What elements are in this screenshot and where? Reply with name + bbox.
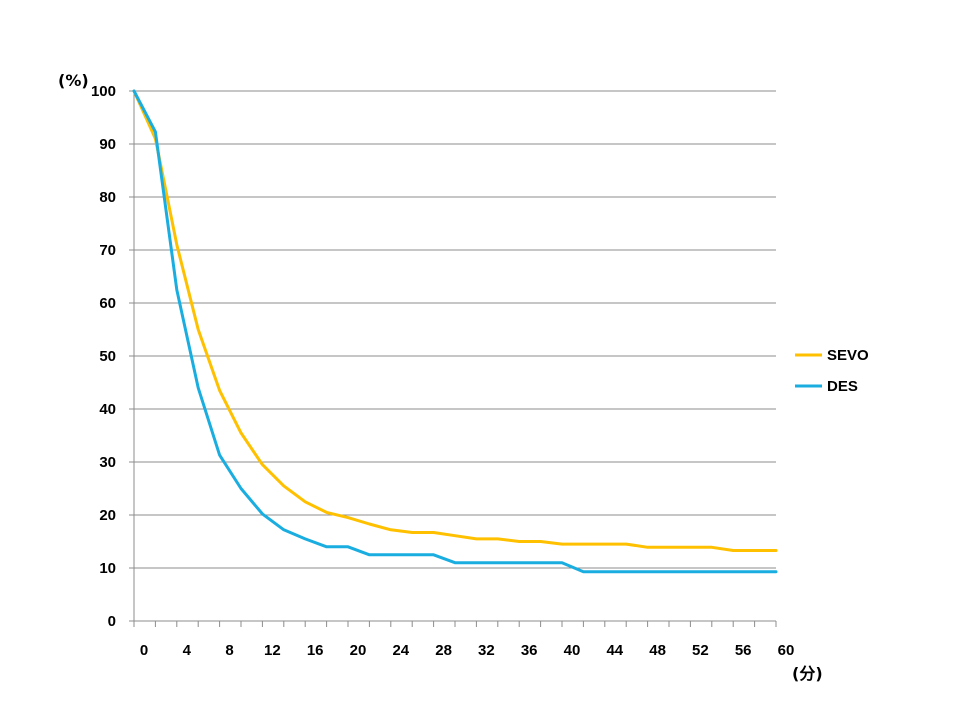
axes — [129, 90, 777, 627]
y-tick-label-30: 30 — [99, 454, 116, 471]
x-tick-label-28: 28 — [435, 642, 452, 659]
x-tick-label-36: 36 — [521, 642, 538, 659]
y-tick-label-40: 40 — [99, 401, 116, 418]
y-tick-label-60: 60 — [99, 295, 116, 312]
y-tick-label-50: 50 — [99, 348, 116, 365]
x-tick-label-48: 48 — [649, 642, 666, 659]
y-tick-label-100: 100 — [91, 83, 116, 100]
y-tick-label-70: 70 — [99, 242, 116, 259]
series-line-des — [132, 89, 778, 574]
x-tick-label-60: 60 — [778, 642, 795, 659]
x-tick-label-4: 4 — [183, 642, 192, 659]
gridlines — [134, 90, 776, 569]
x-tick-label-12: 12 — [264, 642, 281, 659]
x-tick-label-32: 32 — [478, 642, 495, 659]
legend: SEVO DES — [795, 347, 869, 395]
series-line-sevo — [132, 89, 778, 552]
x-tick-label-24: 24 — [392, 642, 409, 659]
x-tick-label-44: 44 — [606, 642, 623, 659]
x-tick-label-40: 40 — [564, 642, 581, 659]
x-tick-label-0: 0 — [140, 642, 148, 659]
legend-label-sevo: SEVO — [827, 347, 869, 364]
x-tick-label-16: 16 — [307, 642, 324, 659]
y-axis-unit: (%) — [58, 71, 89, 90]
y-tick-label-20: 20 — [99, 507, 116, 524]
legend-label-des: DES — [827, 378, 858, 395]
x-tick-label-52: 52 — [692, 642, 709, 659]
x-tick-label-20: 20 — [350, 642, 367, 659]
series-lines — [132, 89, 778, 574]
y-tick-label-80: 80 — [99, 189, 116, 206]
y-tick-label-10: 10 — [99, 560, 116, 577]
y-tick-label-0: 0 — [108, 613, 116, 630]
y-tick-label-90: 90 — [99, 136, 116, 153]
x-axis-unit: (分) — [792, 664, 823, 683]
x-tick-label-8: 8 — [225, 642, 233, 659]
x-tick-label-56: 56 — [735, 642, 752, 659]
